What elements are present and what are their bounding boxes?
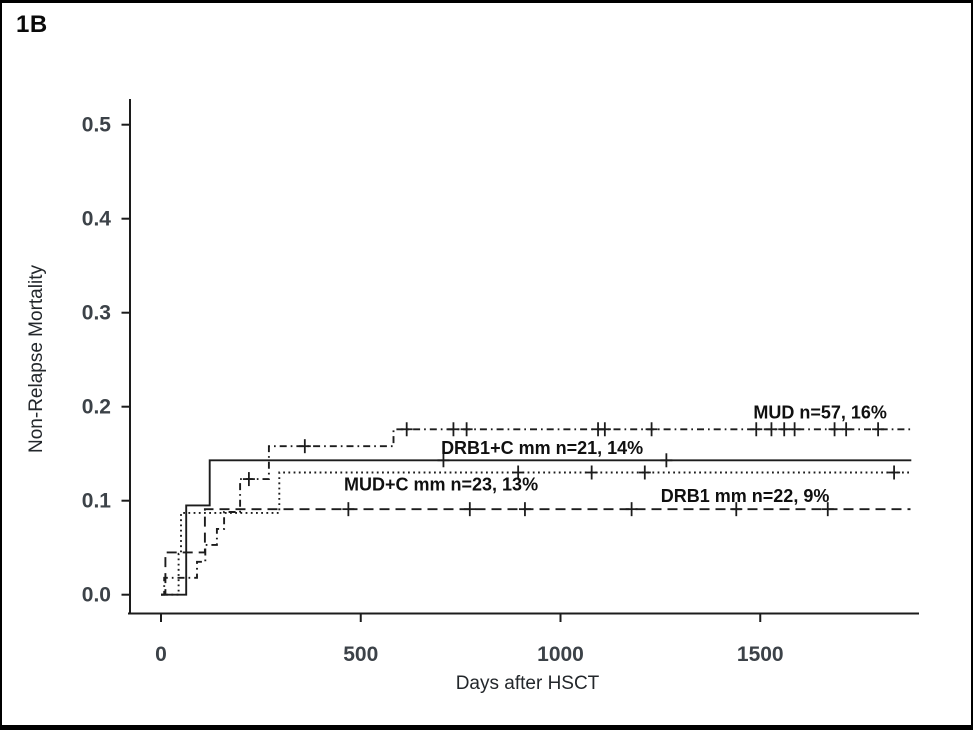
- censor-mark-mud: [872, 422, 885, 437]
- censor-mark-mud: [840, 422, 853, 437]
- curve-drb1-c-mm: [161, 459, 912, 596]
- x-tick-label: 500: [343, 643, 378, 666]
- censor-mark-mud-c-mm: [888, 465, 901, 480]
- y-tick-label: 0.1: [82, 490, 112, 513]
- x-tick-label: 1000: [537, 643, 584, 666]
- censor-mark-mud-c-mm: [585, 465, 598, 480]
- x-axis-title: Days after HSCT: [456, 673, 600, 694]
- y-tick-label: 0.4: [82, 208, 112, 231]
- censor-mark-mud-c-mm: [638, 465, 651, 480]
- nrm-cumulative-incidence-chart: 0 500 1000 1500 0.0 0.1 0.2 0.3 0.4 0.5 Days after…: [26, 99, 919, 694]
- censor-mark-drb1-mm: [518, 502, 531, 517]
- censor-mark-mud: [598, 422, 611, 437]
- censor-mark-mud: [242, 472, 255, 487]
- censor-mark-drb1-c-mm: [437, 453, 450, 468]
- censor-mark-mud-c-mm: [512, 465, 525, 480]
- y-axis-title: Non-Relapse Mortality: [26, 265, 47, 453]
- curve-label-drb1-mm: DRB1 mm n=22, 9%: [661, 486, 830, 506]
- censor-mark-drb1-mm: [625, 502, 638, 517]
- x-tick-label: 0: [155, 643, 167, 666]
- y-tick-label: 0.0: [82, 584, 111, 607]
- censor-mark-mud: [828, 422, 841, 437]
- censor-mark-mud: [778, 422, 791, 437]
- curve-label-drb1-c-mm: DRB1+C mm n=21, 14%: [441, 438, 643, 458]
- curve-label-mud: MUD n=57, 16%: [753, 402, 887, 422]
- censor-mark-drb1-mm: [342, 502, 355, 517]
- x-tick-label: 1500: [737, 643, 784, 666]
- censor-mark-mud: [645, 422, 658, 437]
- curve-drb1-mm: [161, 508, 911, 596]
- panel-label: 1B: [16, 11, 48, 38]
- censor-mark-drb1-mm: [463, 502, 476, 517]
- curve-label-mud-c-mm: MUD+C mm n=23, 13%: [344, 475, 538, 495]
- censor-mark-mud: [750, 422, 763, 437]
- censor-mark-mud: [447, 422, 460, 437]
- censor-mark-drb1-c-mm: [660, 453, 673, 468]
- y-tick-label: 0.5: [82, 114, 112, 137]
- y-tick-label: 0.2: [82, 396, 111, 419]
- censor-mark-mud: [298, 439, 311, 454]
- censor-mark-mud: [460, 422, 473, 437]
- censor-mark-drb1-mm: [821, 502, 834, 517]
- censor-mark-mud: [765, 422, 778, 437]
- y-tick-label: 0.3: [82, 302, 111, 325]
- censor-mark-mud: [788, 422, 801, 437]
- censor-mark-mud: [400, 422, 413, 437]
- censor-mark-drb1-mm: [730, 502, 743, 517]
